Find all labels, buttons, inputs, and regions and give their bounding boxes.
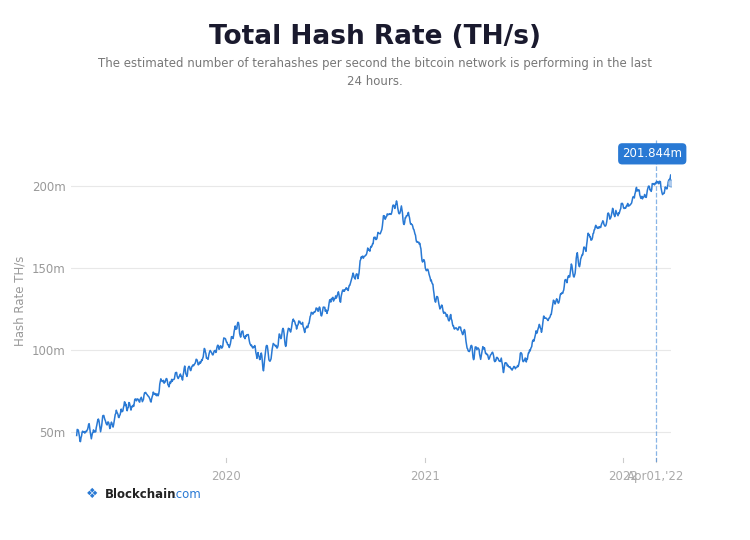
Text: ❖: ❖ <box>86 487 99 501</box>
Text: Total Hash Rate (TH/s): Total Hash Rate (TH/s) <box>209 24 541 50</box>
Text: The estimated number of terahashes per second the bitcoin network is performing : The estimated number of terahashes per s… <box>98 57 652 87</box>
Text: 201.844m: 201.844m <box>622 147 682 160</box>
Text: 2022: 2022 <box>608 470 638 483</box>
Text: 2021: 2021 <box>410 470 440 483</box>
Text: .com: .com <box>172 488 201 501</box>
Text: Blockchain: Blockchain <box>105 488 176 501</box>
Y-axis label: Hash Rate TH/s: Hash Rate TH/s <box>13 256 26 346</box>
Text: Apr01,'22: Apr01,'22 <box>627 470 685 483</box>
Text: 2020: 2020 <box>211 470 241 483</box>
